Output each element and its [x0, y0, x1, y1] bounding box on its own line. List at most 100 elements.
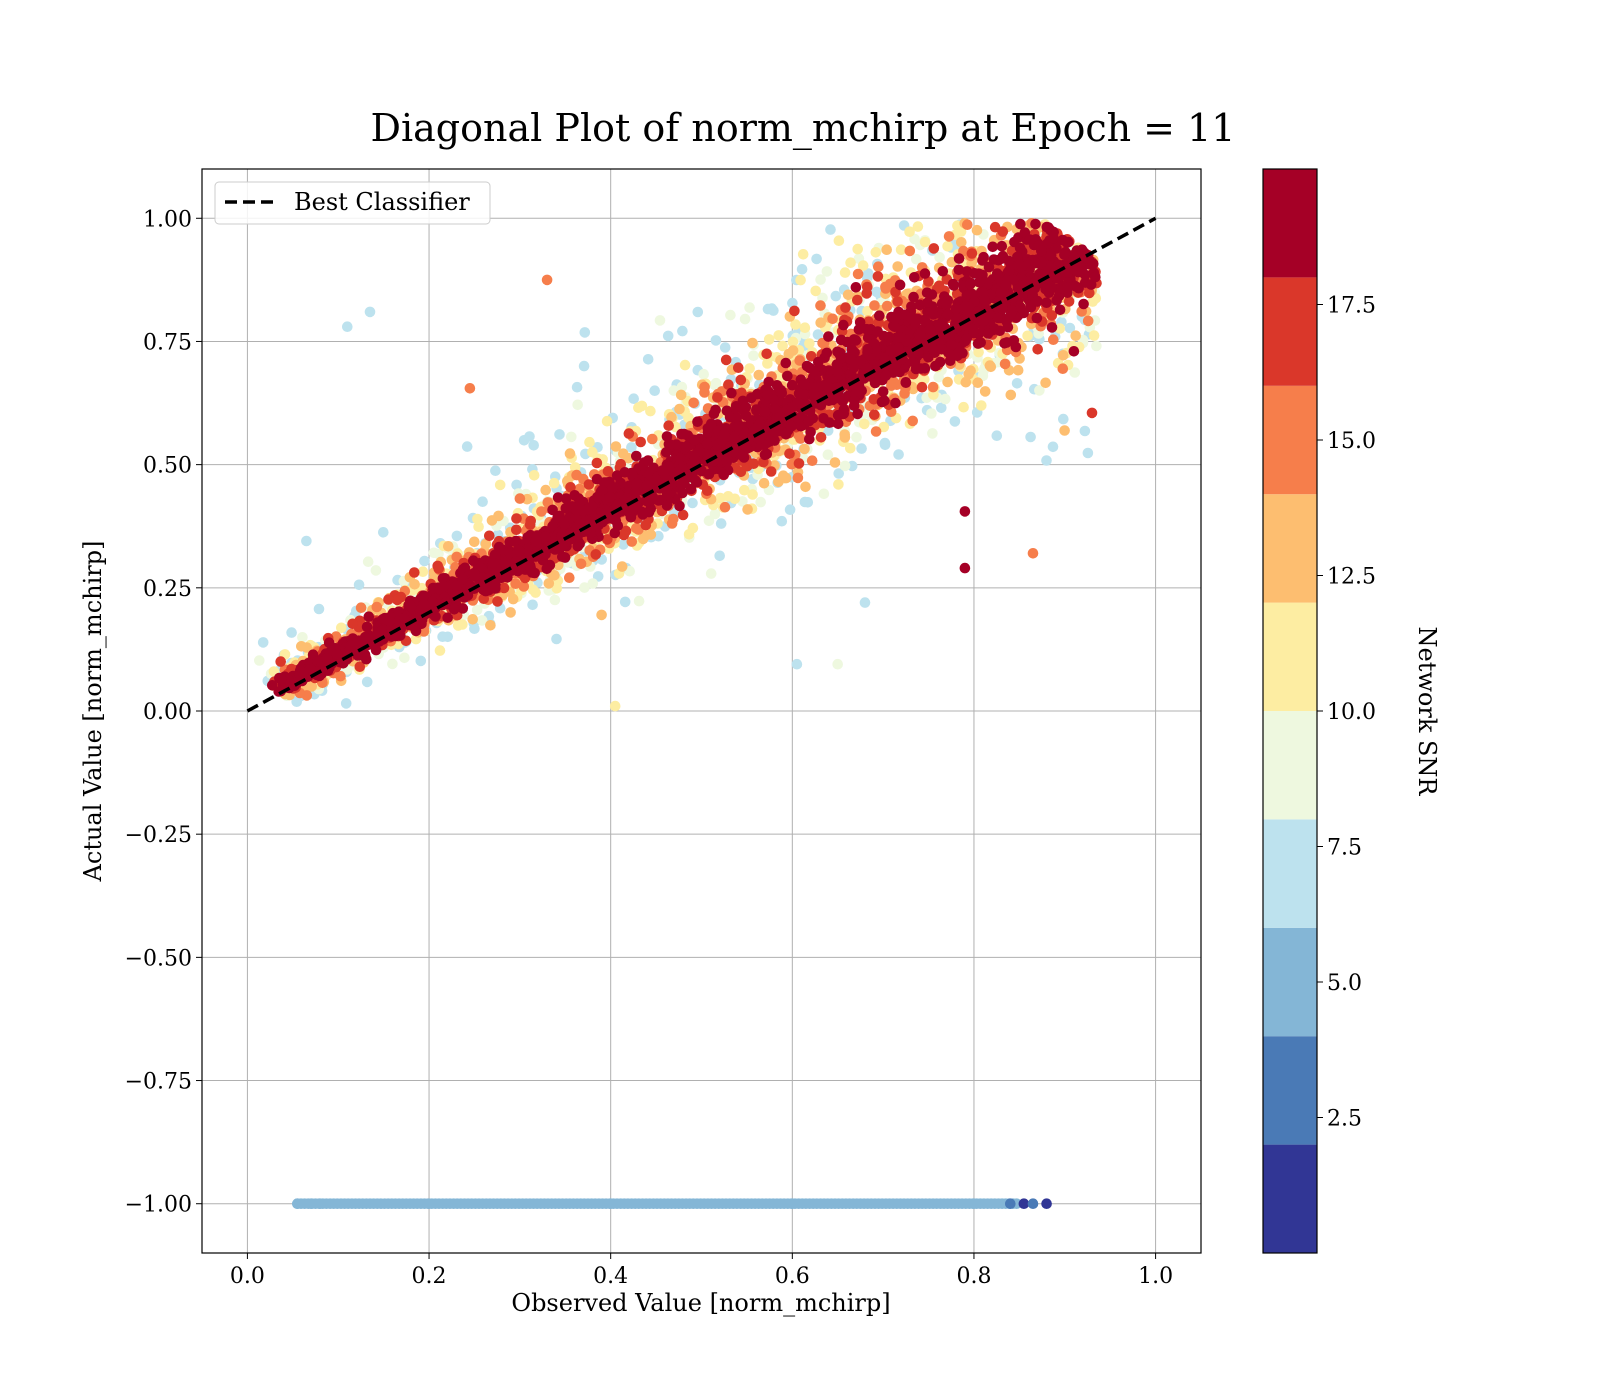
data-point: [554, 510, 565, 522]
data-point: [514, 493, 526, 504]
data-point: [923, 276, 934, 287]
data-point: [437, 631, 448, 642]
data-point: [871, 286, 882, 298]
data-point: [347, 618, 358, 630]
data-point: [893, 449, 904, 460]
data-point: [583, 479, 595, 490]
data-point: [839, 267, 851, 278]
data-point: [946, 339, 957, 351]
data-point: [1059, 425, 1070, 436]
data-point: [417, 566, 429, 577]
data-point: [873, 362, 884, 374]
data-point: [818, 413, 829, 424]
data-point: [353, 579, 365, 591]
data-point: [715, 518, 727, 529]
data-point: [953, 264, 965, 276]
data-point: [528, 470, 540, 481]
data-point: [785, 420, 797, 432]
data-point: [361, 676, 373, 688]
data-point: [1063, 296, 1075, 307]
data-point: [996, 240, 1008, 252]
data-point: [452, 620, 464, 631]
data-point: [510, 535, 522, 547]
data-point: [804, 338, 815, 349]
data-point: [987, 241, 998, 253]
data-point: [564, 448, 576, 459]
data-point: [815, 300, 826, 311]
data-point: [490, 465, 501, 477]
data-point: [1091, 340, 1102, 352]
data-point: [883, 331, 895, 343]
data-point: [557, 551, 568, 562]
data-point: [551, 633, 562, 645]
data-point: [806, 455, 818, 467]
data-point: [854, 317, 866, 328]
data-point: [872, 271, 884, 282]
data-point: [443, 541, 454, 552]
data-point: [793, 458, 805, 469]
data-point: [1041, 297, 1052, 309]
data-point: [442, 612, 454, 623]
data-point: [942, 241, 953, 252]
data-point: [777, 340, 788, 352]
data-point: [485, 620, 496, 631]
data-point: [786, 402, 798, 413]
data-point: [690, 475, 701, 486]
data-point: [688, 397, 699, 409]
data-point: [616, 561, 628, 572]
data-point: [955, 226, 967, 237]
data-point: [448, 604, 460, 615]
data-point: [518, 435, 530, 446]
data-point: [1090, 271, 1101, 283]
data-point: [870, 426, 882, 437]
data-point: [275, 656, 287, 667]
data-point: [1015, 301, 1026, 313]
data-point: [889, 321, 900, 333]
data-point: [719, 501, 731, 513]
grid: [202, 169, 1201, 1253]
data-point: [399, 652, 410, 664]
data-point: [881, 244, 892, 255]
data-point: [926, 408, 937, 419]
data-point: [1088, 330, 1100, 341]
data-point: [640, 530, 651, 541]
data-point: [619, 467, 631, 478]
data-point: [940, 393, 951, 405]
data-point: [511, 513, 522, 524]
data-point: [937, 266, 949, 277]
data-point: [610, 441, 622, 452]
data-point: [1031, 312, 1043, 324]
data-point: [434, 645, 446, 656]
data-point: [878, 421, 890, 433]
data-point: [962, 219, 973, 230]
data-point: [524, 519, 536, 530]
data-point: [880, 281, 891, 293]
data-point: [1012, 364, 1024, 376]
data-point: [838, 319, 849, 331]
data-point: [469, 623, 480, 634]
data-point: [874, 310, 885, 322]
data-point: [744, 302, 755, 313]
data-point: [953, 253, 965, 264]
data-point: [666, 411, 677, 423]
data-point: [409, 579, 420, 590]
data-point: [739, 484, 750, 496]
data-point: [811, 253, 822, 265]
data-point: [919, 363, 931, 374]
data-point: [359, 631, 371, 643]
data-point: [765, 466, 777, 477]
data-point: [1070, 330, 1081, 342]
data-point: [833, 468, 844, 479]
data-point: [740, 410, 752, 422]
data-point: [383, 594, 394, 605]
data-point: [1054, 323, 1066, 334]
data-point: [527, 599, 538, 611]
data-point: [803, 415, 815, 427]
data-point: [301, 642, 313, 653]
data-point: [488, 557, 499, 569]
data-point: [790, 319, 801, 330]
data-point: [796, 264, 808, 275]
data-point: [891, 310, 902, 322]
data-point: [510, 578, 521, 589]
data-point: [1040, 377, 1051, 389]
